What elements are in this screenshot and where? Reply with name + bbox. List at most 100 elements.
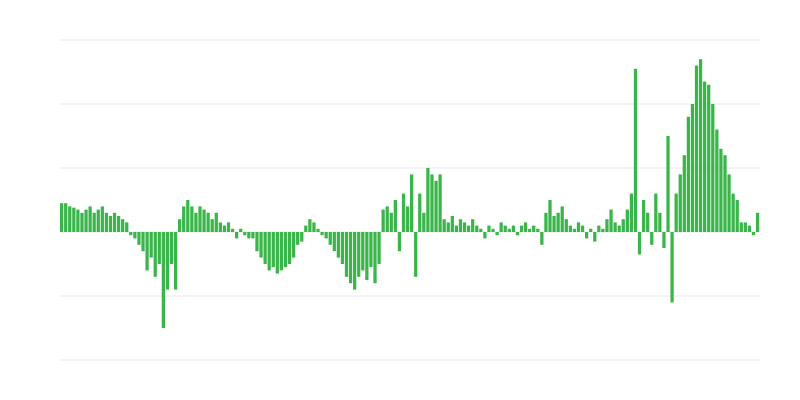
bar (169, 232, 174, 264)
bar (316, 228, 320, 232)
bar (259, 232, 263, 258)
bar (507, 228, 511, 232)
bar (214, 212, 218, 232)
bar (357, 232, 361, 277)
bar (92, 212, 96, 232)
bar (149, 232, 153, 258)
bar (173, 232, 178, 290)
bar (755, 212, 760, 232)
bar (157, 232, 161, 264)
bar (385, 206, 389, 232)
bar (731, 193, 735, 232)
bar (662, 232, 666, 248)
bar (466, 225, 471, 232)
bar (320, 232, 324, 236)
bar (353, 232, 357, 290)
bar (133, 232, 137, 239)
bar (458, 219, 463, 232)
bar (698, 59, 703, 233)
bar (291, 232, 296, 258)
bar (137, 232, 141, 245)
bar (532, 225, 536, 232)
bar (328, 232, 332, 245)
bar (747, 225, 752, 232)
bar (658, 212, 662, 232)
bar (601, 228, 605, 232)
bar (564, 219, 568, 232)
bar (613, 222, 617, 232)
bar (80, 212, 84, 232)
bar (686, 116, 690, 232)
bar (454, 225, 459, 232)
bar (340, 232, 345, 264)
bar (625, 209, 629, 232)
bar (735, 200, 739, 232)
bar (719, 148, 723, 232)
bar (287, 232, 292, 264)
bar (637, 232, 642, 255)
bar (548, 200, 552, 232)
bar (442, 219, 446, 232)
bar (560, 206, 564, 232)
bar (96, 209, 100, 232)
bar (68, 206, 72, 232)
bar (60, 203, 64, 232)
bar (218, 222, 222, 232)
bar (393, 200, 397, 232)
bar (202, 209, 206, 232)
bar (344, 232, 349, 277)
bar (145, 232, 149, 271)
bar (670, 232, 674, 303)
bar (495, 232, 499, 236)
bar (161, 232, 165, 328)
bar (487, 225, 491, 232)
bar (210, 219, 214, 232)
bar (165, 232, 170, 290)
bar (556, 212, 560, 232)
bar (580, 225, 585, 232)
bar (446, 222, 450, 232)
bar (727, 174, 731, 232)
bar (153, 232, 157, 277)
bar (206, 212, 210, 232)
bar (585, 232, 589, 239)
bar (523, 222, 528, 232)
bar (125, 222, 129, 232)
bar (100, 206, 104, 232)
bar (235, 232, 239, 239)
bar (141, 232, 145, 252)
bar (528, 228, 532, 232)
bar (544, 212, 548, 232)
bar (405, 206, 410, 232)
bar (178, 219, 182, 232)
bar (348, 232, 353, 284)
bar (324, 232, 328, 239)
bar (450, 216, 454, 232)
bar (332, 232, 336, 252)
bar (198, 206, 202, 232)
bar (589, 228, 593, 232)
bar (462, 222, 467, 232)
bar (430, 174, 434, 232)
bar (116, 216, 121, 232)
bar (552, 216, 556, 232)
bar (397, 232, 402, 252)
bar (491, 228, 495, 232)
bar (694, 65, 699, 232)
bar (503, 225, 507, 232)
bar (540, 232, 544, 245)
bar (296, 232, 300, 245)
bar (617, 225, 621, 232)
bar (377, 232, 381, 264)
bar (471, 219, 475, 232)
bar (88, 206, 92, 232)
bar (373, 232, 377, 284)
bar (84, 209, 88, 232)
bar (576, 222, 581, 232)
bar (300, 232, 304, 242)
bar (629, 193, 634, 232)
bar (678, 174, 682, 232)
bar (426, 168, 430, 232)
bar (414, 232, 418, 277)
